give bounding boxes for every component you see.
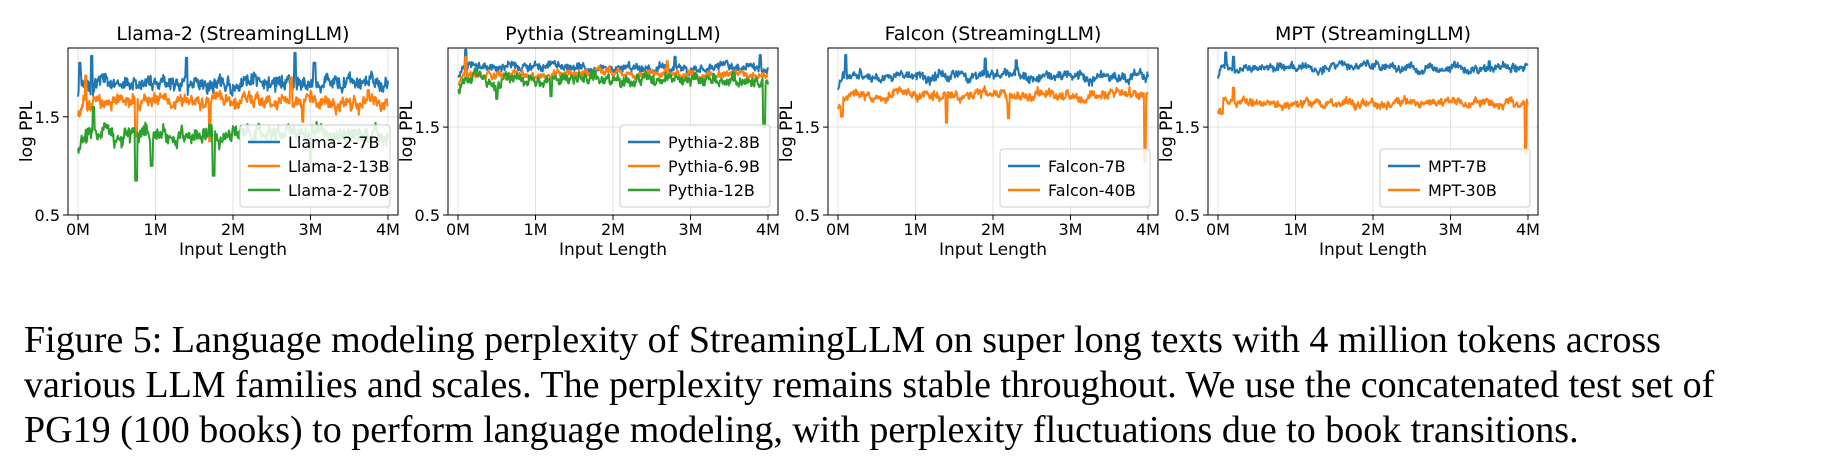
y-tick-label: 0.5 (415, 206, 440, 225)
series-line-Pythia-2.8B (457, 48, 769, 78)
x-axis-label: Input Length (179, 240, 287, 260)
x-tick-label: 0M (1206, 220, 1230, 239)
x-axis-label: Input Length (939, 240, 1047, 260)
x-tick-label: 2M (1361, 220, 1385, 239)
legend-label: Pythia-12B (668, 181, 755, 200)
series-line-Llama-2-13B (77, 74, 389, 143)
x-tick-label: 4M (1136, 220, 1160, 239)
caption-line-3: PG19 (100 books) to perform language mod… (24, 409, 1579, 451)
legend-label: Falcon-40B (1048, 181, 1136, 200)
x-tick-label: 3M (1439, 220, 1463, 239)
caption-line-2: various LLM families and scales. The per… (24, 364, 1715, 406)
y-tick-label: 0.5 (795, 206, 820, 225)
y-tick-label: 1.5 (795, 118, 820, 137)
series-line-Falcon-7B (837, 54, 1149, 91)
x-tick-label: 2M (221, 220, 245, 239)
y-axis-label: log PPL (777, 100, 797, 162)
legend-box (239, 124, 391, 208)
y-tick-label: 0.5 (1175, 206, 1200, 225)
x-tick-label: 0M (826, 220, 850, 239)
legend-label: Llama-2-70B (288, 181, 390, 200)
legend-label: MPT-30B (1428, 181, 1497, 200)
chart-panel-1: 0M 1M 2M 3M 4M 0.5 1.5 Llama-2 (StreamingLLM) In… (17, 23, 400, 260)
chart-panel-2: 0M 1M 2M 3M 4M 0.5 1.5 Pythia (StreamingLLM) Inp… (397, 23, 780, 260)
series-line-Llama-2-7B (77, 51, 389, 97)
chart-title: Falcon (StreamingLLM) (885, 23, 1102, 45)
x-tick-label: 1M (524, 220, 548, 239)
x-tick-label: 3M (1059, 220, 1083, 239)
y-tick-label: 1.5 (415, 118, 440, 137)
legend-box (999, 148, 1151, 208)
legend-box (619, 124, 771, 208)
x-tick-label: 0M (66, 220, 90, 239)
chart-panel-4: 0M 1M 2M 3M 4M 0.5 1.5 MPT (StreamingLLM) Input … (1157, 23, 1540, 260)
legend-label: Llama-2-13B (288, 157, 390, 176)
x-tick-label: 4M (756, 220, 780, 239)
chart-title: Pythia (StreamingLLM) (505, 23, 721, 45)
chart-title: MPT (StreamingLLM) (1275, 23, 1471, 45)
series-line-MPT-7B (1217, 51, 1529, 79)
x-tick-label: 4M (1516, 220, 1540, 239)
series-line-Pythia-12B (457, 67, 769, 129)
legend-label: Llama-2-7B (288, 133, 379, 152)
y-axis-label: log PPL (1157, 100, 1177, 162)
y-axis-label: log PPL (17, 100, 37, 162)
figure-caption: Figure 5: Language modeling perplexity o… (24, 318, 1824, 453)
y-tick-label: 0.5 (35, 206, 60, 225)
y-tick-label: 1.5 (35, 108, 60, 127)
x-tick-label: 2M (601, 220, 625, 239)
legend-label: Falcon-7B (1048, 157, 1126, 176)
x-tick-label: 3M (679, 220, 703, 239)
chart-title: Llama-2 (StreamingLLM) (116, 23, 349, 45)
legend-box (1379, 148, 1531, 208)
x-axis-label: Input Length (559, 240, 667, 260)
legend-label: MPT-7B (1428, 157, 1487, 176)
caption-line-1: Figure 5: Language modeling perplexity o… (24, 319, 1661, 361)
x-tick-label: 0M (446, 220, 470, 239)
legend-label: Pythia-6.9B (668, 157, 760, 176)
x-tick-label: 4M (376, 220, 400, 239)
series-line-Falcon-40B (837, 85, 1149, 164)
y-axis-label: log PPL (397, 100, 417, 162)
legend-label: Pythia-2.8B (668, 133, 760, 152)
figure-panels: 0M 1M 2M 3M 4M 0.5 1.5 Llama-2 (StreamingLLM) In… (17, 23, 1540, 260)
x-axis-label: Input Length (1319, 240, 1427, 260)
x-tick-label: 1M (904, 220, 928, 239)
x-tick-label: 1M (1284, 220, 1308, 239)
x-tick-label: 3M (299, 220, 323, 239)
x-tick-label: 1M (144, 220, 168, 239)
series-line-MPT-30B (1217, 86, 1529, 155)
y-tick-label: 1.5 (1175, 118, 1200, 137)
chart-panel-3: 0M 1M 2M 3M 4M 0.5 1.5 Falcon (StreamingLLM) Inp… (777, 23, 1160, 260)
x-tick-label: 2M (981, 220, 1005, 239)
